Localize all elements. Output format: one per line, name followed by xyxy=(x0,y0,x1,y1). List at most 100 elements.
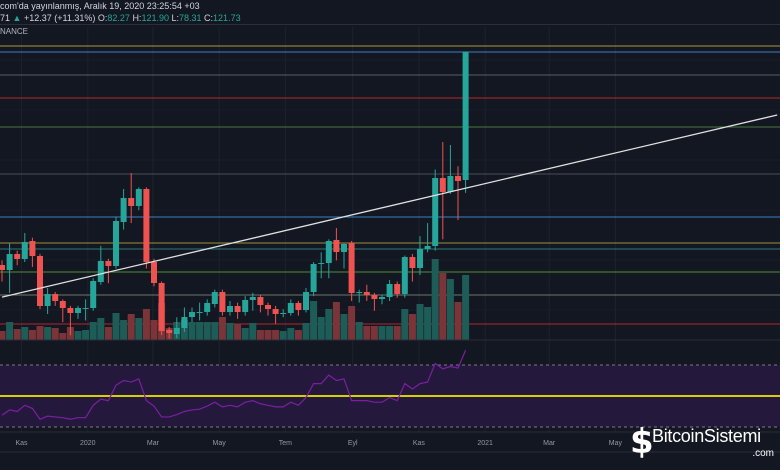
candle-up xyxy=(173,327,180,334)
candle-down xyxy=(234,306,241,313)
high-label: H: xyxy=(132,13,142,23)
candle-up xyxy=(21,242,28,259)
volume-bar xyxy=(211,322,219,340)
candle-up xyxy=(113,221,119,267)
price-change: +12.37 (+11.31%) xyxy=(23,13,96,23)
volume-bar xyxy=(82,330,90,340)
volume-bar xyxy=(135,318,143,340)
candle-up xyxy=(135,188,142,207)
candle-down xyxy=(105,261,112,267)
ohlc-legend: 71 ▲ +12.37 (+11.31%) O:82.27 H:121.90 L… xyxy=(0,12,780,24)
x-tick-label: 2020 xyxy=(80,440,96,447)
candle-down xyxy=(348,242,355,293)
candle-down xyxy=(409,257,416,268)
candle-up xyxy=(386,283,393,298)
candle-up xyxy=(82,307,89,309)
volume-bar xyxy=(249,323,257,340)
candle-down xyxy=(371,295,378,299)
volume-bar xyxy=(386,326,394,340)
x-tick-label: Mar xyxy=(147,440,160,447)
candle-down xyxy=(272,308,279,314)
candle-down xyxy=(143,188,150,263)
volume-bar xyxy=(28,330,36,340)
volume-bar xyxy=(310,301,318,340)
candle-up xyxy=(379,297,385,299)
candle-down xyxy=(67,307,74,313)
volume-bar xyxy=(188,322,196,340)
x-tick-label: May xyxy=(609,440,623,447)
candle-up xyxy=(242,300,249,313)
volume-bar xyxy=(203,322,211,340)
candle-down xyxy=(265,305,271,309)
volume-bar xyxy=(272,330,280,340)
candle-down xyxy=(151,262,157,283)
volume-bar xyxy=(241,328,249,340)
volume-bar xyxy=(294,330,302,340)
volume-bar xyxy=(401,309,409,340)
candle-down xyxy=(29,241,36,257)
candle-up xyxy=(447,176,454,193)
logo-name: BitcoinSistemi xyxy=(652,426,761,446)
x-tick-label: Tem xyxy=(279,440,292,447)
candle-up xyxy=(325,241,332,263)
close-value: 121.73 xyxy=(213,13,241,23)
volume-bar xyxy=(355,322,363,340)
x-tick-label: Kas xyxy=(16,440,29,447)
candle-down xyxy=(158,282,165,332)
candle-up xyxy=(287,302,294,313)
volume-bar xyxy=(408,314,416,340)
volume-bar xyxy=(424,307,432,340)
change-up-arrow-icon: ▲ xyxy=(12,13,22,23)
x-tick-label: Kas xyxy=(413,440,426,447)
x-tick-label: Eyl xyxy=(348,440,358,447)
candle-up xyxy=(204,302,211,313)
x-tick-label: Mar xyxy=(543,440,556,447)
candle-down xyxy=(295,302,302,310)
volume-bar xyxy=(13,329,21,340)
candle-up xyxy=(341,243,347,253)
candle-up xyxy=(211,292,218,304)
candle-up xyxy=(356,292,363,294)
exchange-label: NANCE xyxy=(0,27,29,36)
header-divider xyxy=(0,24,780,25)
x-tick-label: May xyxy=(213,440,227,447)
volume-bar xyxy=(431,259,439,340)
volume-bar xyxy=(454,302,462,340)
volume-bar xyxy=(302,323,310,340)
volume-bar xyxy=(348,306,356,340)
volume-bar xyxy=(59,333,67,340)
volume-bar xyxy=(264,330,272,340)
candle-up xyxy=(196,312,203,314)
low-value: 78.31 xyxy=(179,13,202,23)
volume-bar xyxy=(226,323,234,340)
volume-bar xyxy=(416,304,424,340)
candle-up xyxy=(462,51,469,180)
volume-bar xyxy=(142,309,150,340)
trendline xyxy=(1,114,778,298)
bitcoinsistemi-logo: $ BitcoinSistemi .com xyxy=(630,422,780,468)
volume-bar xyxy=(6,322,14,340)
candle-up xyxy=(97,261,104,283)
candle-up xyxy=(120,197,127,223)
candle-up xyxy=(280,312,287,314)
bitcoin-logo-icon: $ xyxy=(630,422,654,462)
published-text: com'da yayınlanmış, Aralık 19, 2020 23:2… xyxy=(0,1,200,11)
low-label: L: xyxy=(171,13,179,23)
volume-bar xyxy=(196,322,204,340)
candle-up xyxy=(90,281,97,308)
volume-bar xyxy=(0,331,6,340)
volume-bar xyxy=(234,324,242,340)
candle-down xyxy=(219,292,226,313)
volume-bar xyxy=(256,330,264,340)
rsi-line xyxy=(1,350,467,420)
volume-bar xyxy=(97,318,105,340)
volume-bar xyxy=(363,326,371,340)
logo-suffix: .com xyxy=(752,448,774,459)
volume-bar xyxy=(127,314,135,340)
volume-bar xyxy=(74,331,82,340)
volume-bar xyxy=(51,328,59,340)
candle-down xyxy=(0,265,5,270)
candle-down xyxy=(37,256,43,307)
chart-header-published: com'da yayınlanmış, Aralık 19, 2020 23:2… xyxy=(0,0,780,12)
